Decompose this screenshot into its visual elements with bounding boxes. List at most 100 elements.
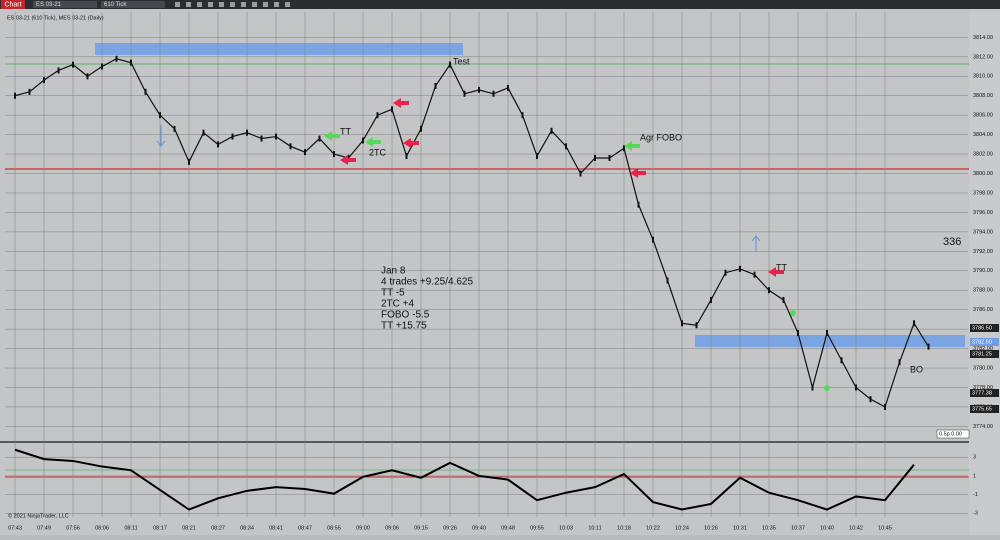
price-bar [710, 296, 712, 303]
price-tag-box [970, 350, 999, 358]
instrument-label[interactable]: ES 03-21 [36, 2, 62, 8]
y-tick-label: -3 [973, 511, 978, 517]
price-bar [637, 201, 640, 208]
x-tick-label: 10:03 [559, 525, 573, 531]
price-tag-box [970, 405, 999, 413]
interval-label[interactable]: 610 Tick [104, 2, 127, 8]
price-bar [159, 112, 161, 119]
price-bar [913, 320, 915, 327]
x-tick-label: 08:27 [211, 525, 225, 531]
x-tick-label: 09:40 [472, 525, 486, 531]
x-tick-label: 09:26 [443, 525, 457, 531]
x-tick-label: 09:55 [530, 525, 544, 531]
price-bar [507, 84, 509, 91]
price-bar [898, 359, 901, 366]
x-tick-label: 08:17 [153, 525, 167, 531]
price-bar [550, 127, 553, 134]
price-bar [173, 125, 176, 132]
x-tick-label: 10:22 [646, 525, 660, 531]
trade-note: TT +15.75 [381, 321, 427, 332]
y-tick-label: 3814.00 [973, 35, 993, 41]
price-tags: 3786.50 3782.50 3781.25 3777.38 3775.65 [970, 324, 999, 413]
x-tick-label: 10:31 [733, 525, 747, 531]
toolbar-icons[interactable] [175, 2, 290, 7]
y-tick-label: 3804.00 [973, 132, 993, 138]
toolbar [0, 0, 1000, 9]
price-bar [28, 88, 31, 95]
interval-select[interactable] [101, 1, 165, 8]
price-bar [594, 154, 596, 161]
price-bar [362, 137, 364, 144]
price-bar [927, 343, 930, 350]
x-tick-label: 07:49 [37, 525, 51, 531]
price-bar [347, 154, 350, 161]
x-tick-label: 08:34 [240, 525, 254, 531]
x-tick-label: 07:56 [66, 525, 80, 531]
price-bar [202, 129, 205, 136]
price-bar [318, 135, 321, 142]
price-bar [217, 141, 219, 148]
y-tick-label: 3812.00 [973, 54, 993, 60]
price-bar [434, 82, 437, 89]
y-tick-label: 3786.00 [973, 307, 993, 313]
x-tick-label: 09:48 [501, 525, 515, 531]
price-bar [724, 269, 727, 276]
price-bar [188, 158, 190, 165]
x-tick-label: 10:40 [820, 525, 834, 531]
trade-note: 2TC +4 [381, 299, 415, 310]
price-bar [231, 133, 234, 140]
y-tick-label: 3796.00 [973, 210, 993, 216]
support-zone [695, 335, 965, 347]
y-tick-label: -1 [973, 492, 978, 498]
annotation: 2TC [369, 147, 387, 157]
x-tick-label: 10:45 [878, 525, 892, 531]
price-tag: 3782.50 [972, 339, 992, 345]
price-tag: 3786.50 [972, 325, 992, 331]
price-bar [449, 61, 451, 68]
price-bar [289, 143, 292, 150]
x-tick-label: 09:00 [356, 525, 370, 531]
price-tag: 3777.38 [972, 390, 992, 396]
price-bar [768, 287, 770, 294]
y-tick-label: 3808.00 [973, 93, 993, 99]
x-tick-label: 10:11 [588, 525, 601, 531]
price-bar [304, 149, 306, 156]
y-tick-label: 3782.00 [973, 346, 993, 352]
price-bar [86, 73, 89, 80]
price-bar [275, 133, 277, 140]
app-button-label[interactable]: Chart [4, 1, 21, 8]
price-bar [101, 63, 103, 70]
x-tick-label: 10:18 [617, 525, 631, 531]
x-tick-label: 09:06 [385, 525, 399, 531]
trade-arrows [156, 98, 830, 391]
y-tick-label: 3792.00 [973, 249, 993, 255]
x-tick-label: 10:37 [791, 525, 805, 531]
price-bar [260, 135, 263, 142]
price-bar [333, 151, 335, 158]
app-button[interactable] [1, 0, 25, 9]
price-bar [420, 125, 422, 132]
x-tick-label: 08:11 [124, 525, 137, 531]
y-tick-label: 3788.00 [973, 288, 993, 294]
price-bar [579, 170, 582, 177]
price-bar [811, 384, 814, 391]
y-tick-label: 3790.00 [973, 268, 993, 274]
y-tick-label: 3780.00 [973, 365, 993, 371]
price-bar [565, 143, 567, 150]
instrument-select[interactable] [33, 1, 97, 8]
price-bar [681, 320, 683, 327]
price-bar [14, 92, 16, 99]
price-bar [855, 384, 857, 391]
price-line [14, 448, 915, 511]
price-bar [246, 129, 248, 136]
price-bar [695, 322, 698, 329]
price-bar [405, 153, 408, 160]
price-bar [884, 403, 886, 410]
price-bar [115, 55, 118, 62]
y-tick-label: 3810.00 [973, 74, 993, 80]
annotation: TT [776, 262, 787, 272]
